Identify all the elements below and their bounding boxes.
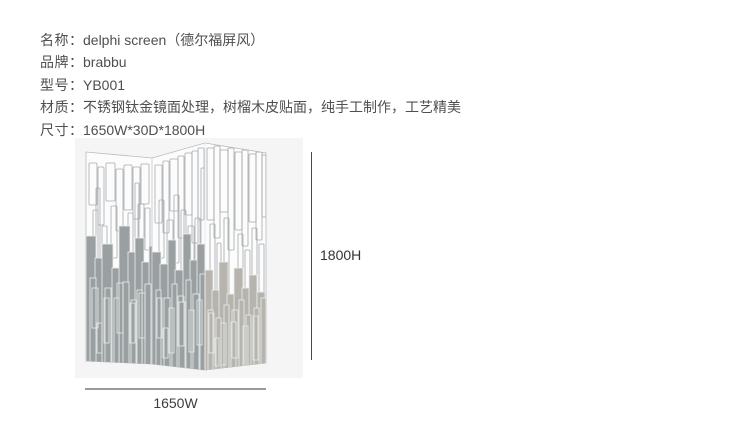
spec-label-model: 型号 (40, 76, 69, 93)
spec-value-model: YB001 (83, 76, 126, 93)
spec-label-material: 材质 (40, 99, 69, 116)
spec-row-material: 材质：不锈钢钛金镜面处理，树榴木皮贴面，纯手工制作，工艺精美 (40, 96, 600, 118)
spec-row-name: 名称：delphi screen（德尔福屏风） (40, 29, 600, 51)
spec-row-model: 型号：YB001 (40, 74, 600, 96)
spec-colon: ： (69, 54, 83, 71)
width-dimension-line (85, 388, 266, 390)
spec-label-name: 名称 (40, 32, 69, 48)
spec-row-brand: 品牌：brabbu (40, 51, 600, 73)
spec-colon: ： (69, 121, 83, 138)
height-dimension-line (311, 152, 312, 360)
spec-colon: ： (69, 32, 83, 48)
product-spec-list: 名称：delphi screen（德尔福屏风） 品牌：brabbu 型号：YB0… (40, 29, 600, 141)
spec-label-size: 尺寸 (40, 121, 69, 138)
height-dimension-label: 1800H (320, 247, 362, 263)
spec-label-brand: 品牌 (40, 54, 69, 71)
spec-value-brand: brabbu (83, 54, 127, 71)
product-photo (75, 138, 303, 378)
spec-value-size: 1650W*30D*1800H (83, 121, 206, 138)
folding-screen-illustration (85, 142, 267, 371)
spec-row-size: 尺寸：1650W*30D*1800H (40, 119, 600, 141)
width-dimension-label: 1650W (153, 395, 198, 411)
spec-colon: ： (69, 76, 83, 93)
spec-value-material: 不锈钢钛金镜面处理，树榴木皮贴面，纯手工制作，工艺精美 (83, 99, 461, 116)
spec-value-name: delphi screen（德尔福屏风） (83, 32, 265, 48)
spec-colon: ： (69, 99, 83, 116)
